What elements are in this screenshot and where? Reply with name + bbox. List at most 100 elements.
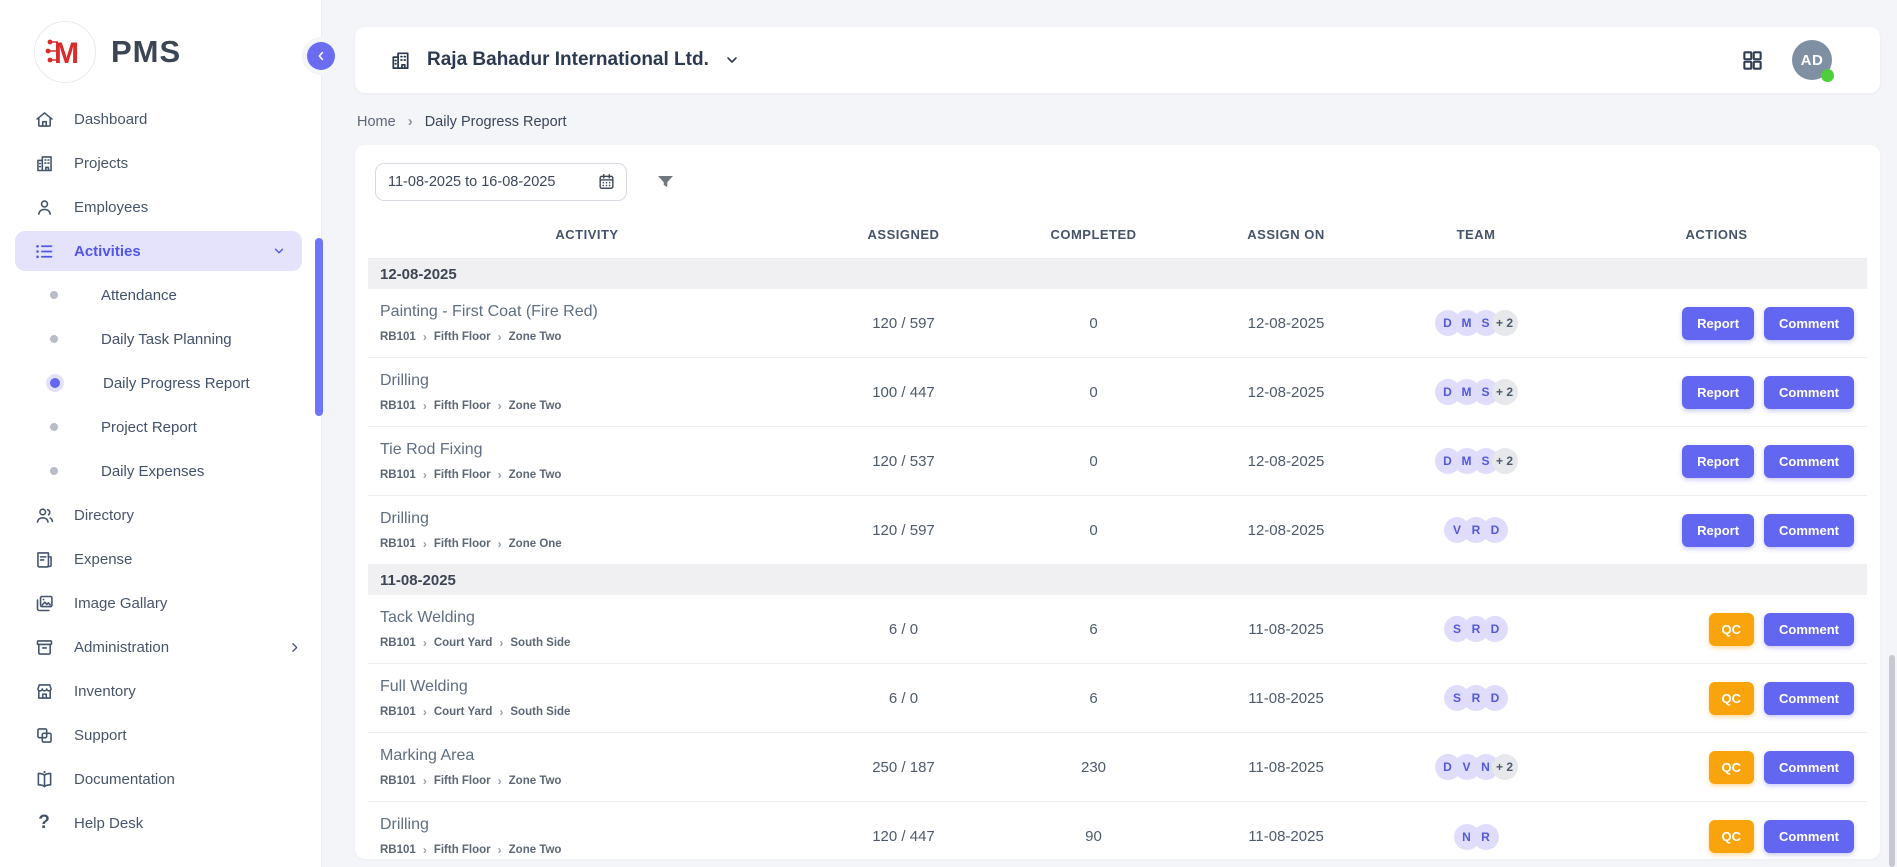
sidebar-item-expense[interactable]: Expense xyxy=(0,537,321,581)
team-avatars: SRD xyxy=(1386,616,1566,642)
sidebar-subitem-label: Daily Progress Report xyxy=(103,375,250,392)
filter-button[interactable] xyxy=(655,172,676,193)
sidebar-item-dashboard[interactable]: Dashboard xyxy=(0,97,321,141)
avatar-overflow-count[interactable]: + 2 xyxy=(1492,379,1518,405)
avatar-initials: AD xyxy=(1801,52,1824,69)
comment-button[interactable]: Comment xyxy=(1764,751,1854,784)
activity-path: RB101›Fifth Floor›Zone Two xyxy=(380,330,806,344)
team-avatars: VRD xyxy=(1386,517,1566,543)
path-part: RB101 xyxy=(380,637,416,649)
funnel-icon xyxy=(655,172,676,193)
activity-path: RB101›Fifth Floor›Zone Two xyxy=(380,774,806,788)
sidebar-collapse-button[interactable] xyxy=(307,42,335,70)
question-icon: ? xyxy=(33,812,55,834)
path-part: Fifth Floor xyxy=(434,538,491,550)
sidebar: M PMS Dashboard Projects xyxy=(0,0,322,867)
sidebar-item-directory[interactable]: Directory xyxy=(0,493,321,537)
sidebar-item-label: Inventory xyxy=(74,683,136,700)
avatar-overflow-count[interactable]: + 2 xyxy=(1492,754,1518,780)
report-button[interactable]: Report xyxy=(1682,445,1754,478)
people-icon xyxy=(33,504,55,526)
brand-area: M PMS xyxy=(0,0,321,83)
path-part: RB101 xyxy=(380,844,416,856)
path-part: Fifth Floor xyxy=(434,775,491,787)
column-header-actions: ACTIONS xyxy=(1566,227,1867,242)
completed-value: 0 xyxy=(1001,522,1186,539)
bullet-icon xyxy=(50,423,58,431)
sidebar-item-label: Directory xyxy=(74,507,134,524)
activity-path: RB101›Fifth Floor›Zone Two xyxy=(380,843,806,857)
apps-grid-button[interactable] xyxy=(1741,49,1764,72)
sidebar-item-projects[interactable]: Projects xyxy=(0,141,321,185)
avatar-overflow-count[interactable]: + 2 xyxy=(1492,310,1518,336)
page-scrollbar-thumb[interactable] xyxy=(1889,655,1895,867)
path-part: Zone Two xyxy=(509,775,562,787)
qc-button[interactable]: QC xyxy=(1709,613,1755,646)
date-range-input[interactable] xyxy=(375,163,627,201)
archive-icon xyxy=(33,636,55,658)
sidebar-item-documentation[interactable]: Documentation xyxy=(0,757,321,801)
receipt-icon xyxy=(33,548,55,570)
sidebar-item-activities[interactable]: Activities xyxy=(15,231,302,271)
report-button[interactable]: Report xyxy=(1682,514,1754,547)
chevron-right-icon: › xyxy=(499,705,503,719)
comment-button[interactable]: Comment xyxy=(1764,445,1854,478)
company-selector[interactable]: Raja Bahadur International Ltd. xyxy=(389,49,740,72)
avatar[interactable]: D xyxy=(1482,616,1508,642)
comment-button[interactable]: Comment xyxy=(1764,613,1854,646)
sidebar-subitem-daily-progress-report[interactable]: Daily Progress Report xyxy=(0,361,321,405)
completed-value: 6 xyxy=(1001,690,1186,707)
path-part: RB101 xyxy=(380,706,416,718)
comment-button[interactable]: Comment xyxy=(1764,376,1854,409)
sidebar-item-administration[interactable]: Administration xyxy=(0,625,321,669)
store-icon xyxy=(33,680,55,702)
sidebar-item-employees[interactable]: Employees xyxy=(0,185,321,229)
activity-title: Tack Welding xyxy=(380,609,806,627)
avatar[interactable]: R xyxy=(1473,824,1499,850)
chevron-down-icon xyxy=(272,244,286,258)
avatar-overflow-count[interactable]: + 2 xyxy=(1492,448,1518,474)
sidebar-subitem-project-report[interactable]: Project Report xyxy=(0,405,321,449)
table-row: Drilling RB101›Fifth Floor›Zone One 120 … xyxy=(368,496,1867,565)
assign-on-value: 11-08-2025 xyxy=(1186,621,1386,638)
activity-path: RB101›Court Yard›South Side xyxy=(380,705,806,719)
user-avatar[interactable]: AD xyxy=(1792,40,1832,80)
sidebar-subitem-daily-expenses[interactable]: Daily Expenses xyxy=(0,449,321,493)
sidebar-scrollbar-thumb[interactable] xyxy=(315,238,323,416)
activity-title: Marking Area xyxy=(380,747,806,765)
breadcrumb-home-link[interactable]: Home xyxy=(357,114,396,130)
comment-button[interactable]: Comment xyxy=(1764,514,1854,547)
avatar[interactable]: D xyxy=(1482,517,1508,543)
column-header-assigned: ASSIGNED xyxy=(806,227,1001,242)
activity-title: Painting - First Coat (Fire Red) xyxy=(380,303,806,321)
comment-button[interactable]: Comment xyxy=(1764,307,1854,340)
assigned-value: 120 / 597 xyxy=(806,315,1001,332)
comment-button[interactable]: Comment xyxy=(1764,820,1854,853)
completed-value: 90 xyxy=(1001,828,1186,845)
sidebar-item-inventory[interactable]: Inventory xyxy=(0,669,321,713)
sidebar-subitem-daily-task-planning[interactable]: Daily Task Planning xyxy=(0,317,321,361)
sidebar-subitem-attendance[interactable]: Attendance xyxy=(0,273,321,317)
bullet-active-icon xyxy=(50,378,60,388)
column-header-completed: COMPLETED xyxy=(1001,227,1186,242)
sidebar-item-label: Administration xyxy=(74,639,169,656)
activity-title: Full Welding xyxy=(380,678,806,696)
path-part: Zone Two xyxy=(509,331,562,343)
comment-button[interactable]: Comment xyxy=(1764,682,1854,715)
qc-button[interactable]: QC xyxy=(1709,751,1755,784)
report-button[interactable]: Report xyxy=(1682,307,1754,340)
path-part: RB101 xyxy=(380,538,416,550)
table-row: Tack Welding RB101›Court Yard›South Side… xyxy=(368,595,1867,664)
team-avatars: DMS+ 2 xyxy=(1386,448,1566,474)
completed-value: 0 xyxy=(1001,453,1186,470)
sidebar-item-help-desk[interactable]: ? Help Desk xyxy=(0,801,321,845)
avatar[interactable]: D xyxy=(1482,685,1508,711)
sidebar-item-support[interactable]: Support xyxy=(0,713,321,757)
qc-button[interactable]: QC xyxy=(1709,682,1755,715)
chevron-right-icon: › xyxy=(498,843,502,857)
top-bar: Raja Bahadur International Ltd. AD xyxy=(355,27,1880,93)
report-button[interactable]: Report xyxy=(1682,376,1754,409)
qc-button[interactable]: QC xyxy=(1709,820,1755,853)
sidebar-item-image-gallary[interactable]: Image Gallary xyxy=(0,581,321,625)
completed-value: 6 xyxy=(1001,621,1186,638)
